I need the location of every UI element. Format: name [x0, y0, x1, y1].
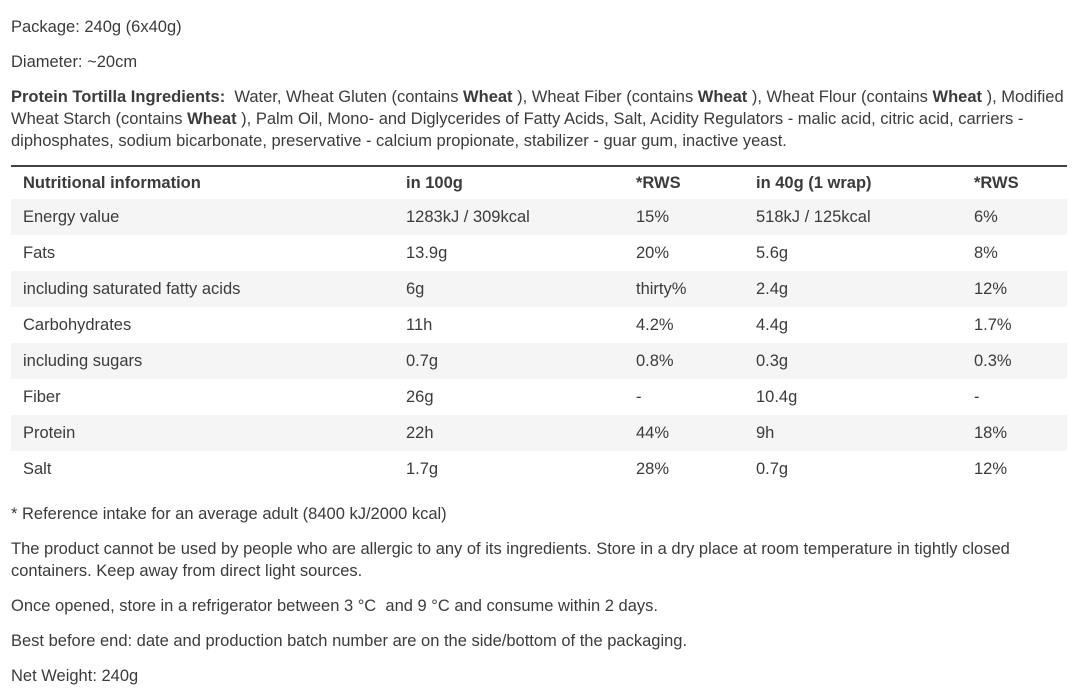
- column-header: in 40g (1 wrap): [756, 174, 872, 192]
- cell: 0.7g: [406, 352, 439, 370]
- ingredients-segment: ), Palm Oil, Mono- and Diglycerides of F…: [11, 110, 1028, 150]
- cell: 13.9g: [406, 244, 448, 262]
- best-before-text: Best before end: date and production bat…: [11, 632, 688, 650]
- cell: 0.3g: [756, 352, 789, 370]
- cell: 10.4g: [756, 388, 798, 406]
- ingredients-segment: Wheat: [463, 88, 513, 106]
- cell: including saturated fatty acids: [23, 280, 241, 298]
- table-row: Carbohydrates 11h 4.2% 4.4g 1.7%: [11, 307, 1067, 343]
- ingredients-segment: ), Wheat Flour (contains: [747, 88, 933, 106]
- ingredients-segment: Protein Tortilla Ingredients:: [11, 88, 226, 106]
- cell: 15%: [636, 208, 670, 226]
- table-row: Protein 22h 44% 9h 18%: [11, 415, 1067, 451]
- nutrition-table-header-row: Nutritional information in 100g *RWS in 40g…: [11, 166, 1067, 199]
- table-row: Fiber 26g - 10.4g -: [11, 379, 1067, 415]
- cell: 2.4g: [756, 280, 789, 298]
- table-row: Energy value 1283kJ / 309kcal 15% 518kJ / 1…: [11, 199, 1067, 235]
- cell: 22h: [406, 424, 434, 442]
- ingredients-segment: ), Wheat Fiber (contains: [512, 88, 698, 106]
- cell: 6%: [974, 208, 998, 226]
- column-header: *RWS: [636, 174, 681, 192]
- cell: 0.7g: [756, 460, 789, 478]
- diameter-text: Diameter: ~20cm: [11, 53, 138, 71]
- cell: -: [974, 388, 980, 406]
- cell: 8%: [974, 244, 998, 262]
- cell: Protein: [23, 424, 76, 442]
- table-row: Fats 13.9g 20% 5.6g 8%: [11, 235, 1067, 271]
- cell: 4.2%: [636, 316, 674, 334]
- net-weight-text: Net Weight: 240g: [11, 667, 139, 685]
- cell: 12%: [974, 280, 1008, 298]
- table-row: including sugars 0.7g 0.8% 0.3g 0.3%: [11, 343, 1067, 379]
- column-header: Nutritional information: [23, 174, 201, 192]
- table-row: Salt 1.7g 28% 0.7g 12%: [11, 451, 1067, 487]
- cell: 1283kJ / 309kcal: [406, 208, 530, 226]
- cell: 26g: [406, 388, 434, 406]
- cell: 9h: [756, 424, 775, 442]
- cell: Fats: [23, 244, 56, 262]
- cell: 0.3%: [974, 352, 1012, 370]
- cell: including sugars: [23, 352, 143, 370]
- refrigerate-text: Once opened, store in a refrigerator bet…: [11, 597, 658, 615]
- ingredients-segment: Wheat: [932, 88, 983, 106]
- cell: 5.6g: [756, 244, 789, 262]
- cell: 4.4g: [756, 316, 789, 334]
- cell: 1.7%: [974, 316, 1012, 334]
- cell: 1.7g: [406, 460, 439, 478]
- cell: 20%: [636, 244, 670, 262]
- cell: 28%: [636, 460, 670, 478]
- ingredients-segment: ), Modified Wheat Starch (contains: [11, 88, 1069, 128]
- cell: Salt: [23, 460, 52, 478]
- ingredients-segment: Water, Wheat Gluten (contains: [225, 88, 464, 106]
- allergy-storage-text: The product cannot be used by people who…: [11, 540, 1015, 580]
- cell: Energy value: [23, 208, 120, 226]
- cell: Fiber: [23, 388, 61, 406]
- cell: 11h: [406, 316, 433, 334]
- ingredients-segment: Wheat: [187, 110, 237, 128]
- package-text: Package: 240g (6x40g): [11, 18, 182, 36]
- reference-intake-text: * Reference intake for an average adult …: [11, 505, 447, 523]
- cell: thirty%: [636, 280, 687, 298]
- nutrition-table: Nutritional information in 100g *RWS in 40g…: [11, 165, 1067, 487]
- ingredients-text: Protein Tortilla Ingredients: Water, Whe…: [11, 86, 1067, 152]
- column-header: in 100g: [406, 174, 463, 192]
- column-header: *RWS: [974, 174, 1019, 192]
- cell: 518kJ / 125kcal: [756, 208, 871, 226]
- cell: 18%: [974, 424, 1008, 442]
- cell: 12%: [974, 460, 1008, 478]
- cell: 6g: [406, 280, 425, 298]
- cell: -: [636, 388, 642, 406]
- table-row: including saturated fatty acids 6g thirty%…: [11, 271, 1067, 307]
- cell: 0.8%: [636, 352, 674, 370]
- cell: 44%: [636, 424, 670, 442]
- ingredients-segment: Wheat: [697, 88, 748, 106]
- cell: Carbohydrates: [23, 316, 132, 334]
